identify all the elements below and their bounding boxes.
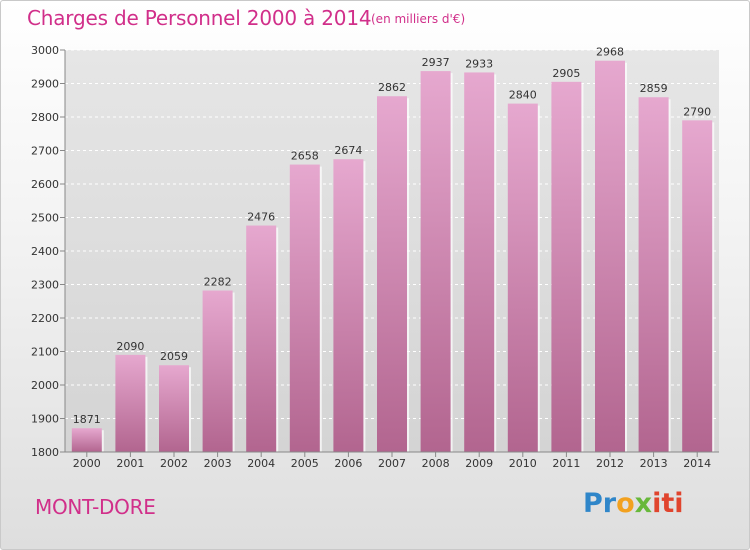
logo-part-4: iti bbox=[652, 488, 684, 519]
data-label: 2476 bbox=[247, 211, 275, 224]
x-tick-label: 2013 bbox=[640, 457, 668, 470]
bar bbox=[595, 60, 625, 452]
y-tick-label: 2800 bbox=[31, 111, 59, 124]
data-label: 2859 bbox=[640, 82, 668, 95]
y-tick-label: 2900 bbox=[31, 78, 59, 91]
y-tick-label: 1900 bbox=[31, 413, 59, 426]
x-tick-label: 2003 bbox=[204, 457, 232, 470]
y-tick-label: 3000 bbox=[31, 44, 59, 57]
y-tick-label: 2400 bbox=[31, 245, 59, 258]
data-label: 2905 bbox=[552, 67, 580, 80]
x-tick-label: 2001 bbox=[116, 457, 144, 470]
bar bbox=[202, 290, 233, 452]
data-label: 2790 bbox=[683, 105, 711, 118]
data-label: 2968 bbox=[596, 46, 624, 59]
data-label: 2282 bbox=[204, 276, 232, 289]
bar bbox=[464, 72, 495, 452]
bar bbox=[246, 225, 277, 452]
bar bbox=[289, 164, 320, 452]
bar bbox=[420, 71, 451, 452]
y-tick-label: 2600 bbox=[31, 178, 59, 191]
y-axis: 1800 1900 2000 2100 2200 2300 2400 2500 2600 2700… bbox=[31, 44, 66, 459]
y-tick-label: 2200 bbox=[31, 312, 59, 325]
x-tick-label: 2004 bbox=[247, 457, 275, 470]
x-tick-label: 2010 bbox=[509, 457, 537, 470]
x-tick-label: 2005 bbox=[291, 457, 319, 470]
bar bbox=[159, 365, 189, 452]
x-tick-label: 2011 bbox=[552, 457, 580, 470]
unit-label: (en milliers d'€) bbox=[371, 12, 466, 26]
x-tick-label: 2007 bbox=[378, 457, 406, 470]
data-label: 2933 bbox=[465, 57, 493, 70]
x-tick-label: 2008 bbox=[422, 457, 450, 470]
y-tick-label: 1800 bbox=[31, 446, 59, 459]
data-label: 2937 bbox=[422, 56, 450, 69]
place-name: MONT-DORE bbox=[35, 495, 156, 519]
x-tick-label: 2000 bbox=[73, 457, 101, 470]
bar bbox=[377, 96, 407, 452]
data-label: 1871 bbox=[73, 413, 101, 426]
x-tick-label: 2012 bbox=[596, 457, 624, 470]
proxiti-logo[interactable]: Proxiti bbox=[583, 488, 684, 519]
y-tick-label: 2300 bbox=[31, 279, 59, 292]
logo-part-1: Pr bbox=[583, 488, 617, 519]
bar bbox=[71, 428, 102, 452]
y-tick-label: 2700 bbox=[31, 145, 59, 158]
y-tick-label: 2000 bbox=[31, 379, 59, 392]
data-label: 2674 bbox=[334, 144, 362, 157]
chart-title: Charges de Personnel 2000 à 2014 bbox=[27, 6, 372, 30]
bars: 1871 2090 2059 2282 2476 2658 2674 2862 2937 2933… bbox=[71, 46, 715, 453]
x-tick-label: 2009 bbox=[465, 457, 493, 470]
x-tick-label: 2002 bbox=[160, 457, 188, 470]
bar bbox=[551, 81, 582, 452]
data-label: 2862 bbox=[378, 81, 406, 94]
x-axis: 2000 2001 2002 2003 2004 2005 2006 2007 2008 2009… bbox=[65, 451, 719, 470]
bar bbox=[507, 103, 538, 452]
data-label: 2059 bbox=[160, 350, 188, 363]
bar bbox=[333, 159, 364, 452]
logo-part-3: x bbox=[634, 488, 653, 519]
bar bbox=[638, 97, 669, 453]
y-tick-label: 2100 bbox=[31, 346, 59, 359]
data-label: 2840 bbox=[509, 89, 537, 102]
logo-part-2: o bbox=[616, 488, 635, 519]
data-label: 2090 bbox=[116, 340, 144, 353]
bar bbox=[682, 120, 713, 452]
x-tick-label: 2006 bbox=[334, 457, 362, 470]
y-tick-label: 2500 bbox=[31, 212, 59, 225]
x-tick-label: 2014 bbox=[683, 457, 711, 470]
bar bbox=[115, 354, 146, 452]
data-label: 2658 bbox=[291, 150, 319, 163]
